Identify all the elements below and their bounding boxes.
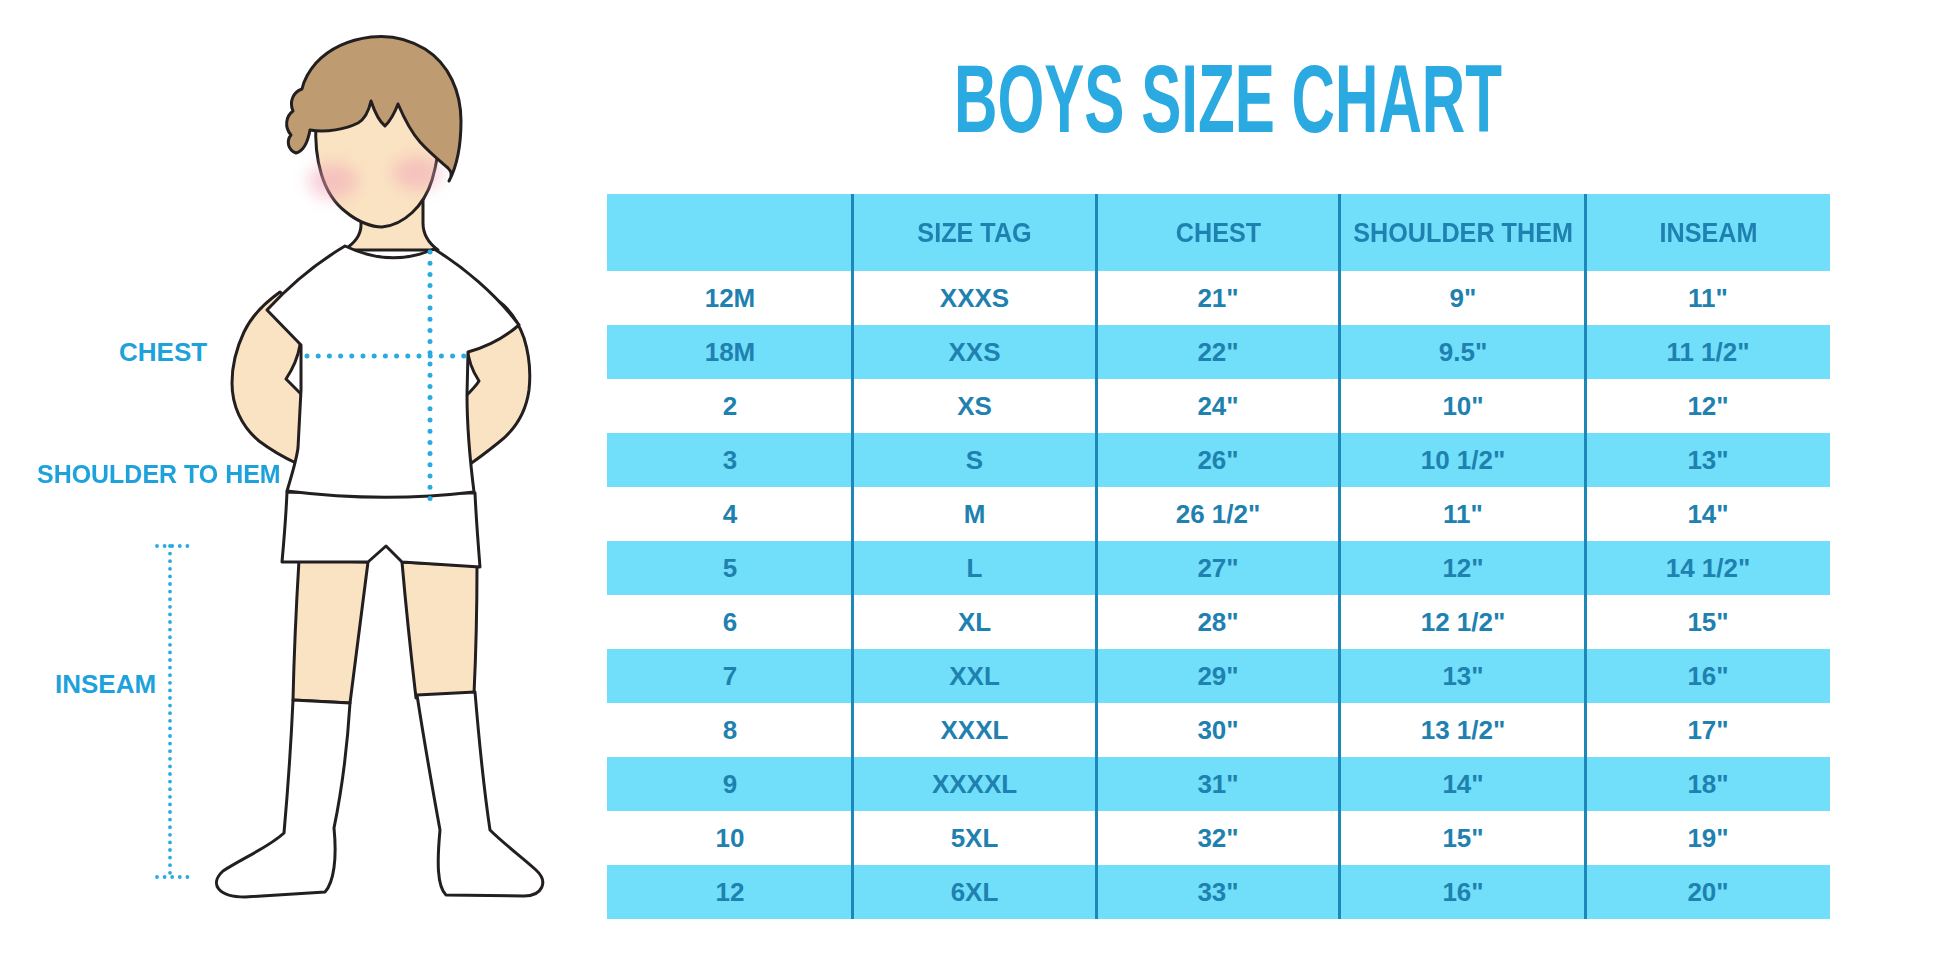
boy-shorts bbox=[282, 492, 480, 567]
table-cell: 11" bbox=[1586, 271, 1830, 325]
table-cell: 10" bbox=[1340, 379, 1586, 433]
label-inseam: INSEAM bbox=[55, 671, 156, 697]
table-row: 5L27"12"14 1/2" bbox=[607, 541, 1830, 595]
page-title: BOYS SIZE CHART bbox=[875, 50, 1582, 147]
table-row: 8XXXL30"13 1/2"17" bbox=[607, 703, 1830, 757]
column-header: CHEST bbox=[1096, 194, 1340, 271]
table-row: 3S26"10 1/2"13" bbox=[607, 433, 1830, 487]
table-cell: S bbox=[853, 433, 1096, 487]
table-cell: 11" bbox=[1340, 487, 1586, 541]
table-cell: 29" bbox=[1096, 649, 1340, 703]
table-cell: 15" bbox=[1340, 811, 1586, 865]
column-divider bbox=[1095, 194, 1098, 919]
table-cell: L bbox=[853, 541, 1096, 595]
table-cell: 12" bbox=[1586, 379, 1830, 433]
table-cell: XXXL bbox=[853, 703, 1096, 757]
table-cell: 26" bbox=[1096, 433, 1340, 487]
column-header bbox=[607, 194, 853, 271]
boy-left-sock bbox=[216, 700, 350, 897]
table-cell: 14 1/2" bbox=[1586, 541, 1830, 595]
table-cell: 9 bbox=[607, 757, 853, 811]
table-cell: 12" bbox=[1340, 541, 1586, 595]
table-cell: 5XL bbox=[853, 811, 1096, 865]
table-cell: 15" bbox=[1586, 595, 1830, 649]
table-row: 105XL32"15"19" bbox=[607, 811, 1830, 865]
column-header: SHOULDER THEM bbox=[1340, 194, 1586, 271]
table-cell: 9" bbox=[1340, 271, 1586, 325]
table-cell: 2 bbox=[607, 379, 853, 433]
table-cell: 24" bbox=[1096, 379, 1340, 433]
table-row: 9XXXXL31"14"18" bbox=[607, 757, 1830, 811]
table-cell: 16" bbox=[1586, 649, 1830, 703]
table-cell: XXXS bbox=[853, 271, 1096, 325]
table-cell: 22" bbox=[1096, 325, 1340, 379]
table-cell: XXXXL bbox=[853, 757, 1096, 811]
label-chest: CHEST bbox=[119, 339, 207, 365]
table-cell: 11 1/2" bbox=[1586, 325, 1830, 379]
table-cell: XL bbox=[853, 595, 1096, 649]
table-cell: 3 bbox=[607, 433, 853, 487]
table-row: 4M26 1/2"11"14" bbox=[607, 487, 1830, 541]
table-cell: 10 bbox=[607, 811, 853, 865]
table-cell: 32" bbox=[1096, 811, 1340, 865]
table-row: 6XL28"12 1/2"15" bbox=[607, 595, 1830, 649]
column-header: SIZE TAG bbox=[853, 194, 1096, 271]
table-cell: 12M bbox=[607, 271, 853, 325]
boy-left-blush bbox=[308, 163, 358, 199]
table-cell: 5 bbox=[607, 541, 853, 595]
table-header-row: SIZE TAGCHESTSHOULDER THEMINSEAM bbox=[607, 194, 1830, 271]
table-cell: 31" bbox=[1096, 757, 1340, 811]
table-row: 12MXXXS21"9"11" bbox=[607, 271, 1830, 325]
boy-right-sock bbox=[417, 692, 543, 896]
table-cell: M bbox=[853, 487, 1096, 541]
table-cell: 12 1/2" bbox=[1340, 595, 1586, 649]
table-cell: 26 1/2" bbox=[1096, 487, 1340, 541]
table-cell: 8 bbox=[607, 703, 853, 757]
table-cell: 27" bbox=[1096, 541, 1340, 595]
table-row: 18MXXS22"9.5"11 1/2" bbox=[607, 325, 1830, 379]
table-cell: 28" bbox=[1096, 595, 1340, 649]
table-cell: XXS bbox=[853, 325, 1096, 379]
table-cell: 18M bbox=[607, 325, 853, 379]
table-cell: 18" bbox=[1586, 757, 1830, 811]
table-cell: 13 1/2" bbox=[1340, 703, 1586, 757]
column-divider bbox=[851, 194, 854, 919]
table-cell: 6XL bbox=[853, 865, 1096, 919]
table-cell: 21" bbox=[1096, 271, 1340, 325]
table-cell: 7 bbox=[607, 649, 853, 703]
table-cell: 13" bbox=[1586, 433, 1830, 487]
table-cell: 4 bbox=[607, 487, 853, 541]
table-cell: 16" bbox=[1340, 865, 1586, 919]
boy-right-leg bbox=[402, 562, 477, 698]
table-row: 2XS24"10"12" bbox=[607, 379, 1830, 433]
boy-right-blush bbox=[392, 156, 442, 190]
table-cell: 30" bbox=[1096, 703, 1340, 757]
table-row: 7XXL29"13"16" bbox=[607, 649, 1830, 703]
table-cell: 14" bbox=[1586, 487, 1830, 541]
table-cell: 14" bbox=[1340, 757, 1586, 811]
column-header: INSEAM bbox=[1586, 194, 1830, 271]
table-cell: 33" bbox=[1096, 865, 1340, 919]
column-divider bbox=[1338, 194, 1341, 919]
table-cell: 10 1/2" bbox=[1340, 433, 1586, 487]
table-cell: 19" bbox=[1586, 811, 1830, 865]
table-cell: 6 bbox=[607, 595, 853, 649]
table-cell: XXL bbox=[853, 649, 1096, 703]
table-cell: XS bbox=[853, 379, 1096, 433]
column-divider bbox=[1584, 194, 1587, 919]
table-row: 126XL33"16"20" bbox=[607, 865, 1830, 919]
table-cell: 9.5" bbox=[1340, 325, 1586, 379]
boy-left-leg bbox=[293, 560, 368, 703]
table-cell: 12 bbox=[607, 865, 853, 919]
table-cell: 17" bbox=[1586, 703, 1830, 757]
size-table: SIZE TAGCHESTSHOULDER THEMINSEAM12MXXXS2… bbox=[607, 194, 1830, 919]
table-cell: 20" bbox=[1586, 865, 1830, 919]
label-shoulder-to-hem: SHOULDER TO HEM bbox=[37, 461, 281, 487]
table-cell: 13" bbox=[1340, 649, 1586, 703]
